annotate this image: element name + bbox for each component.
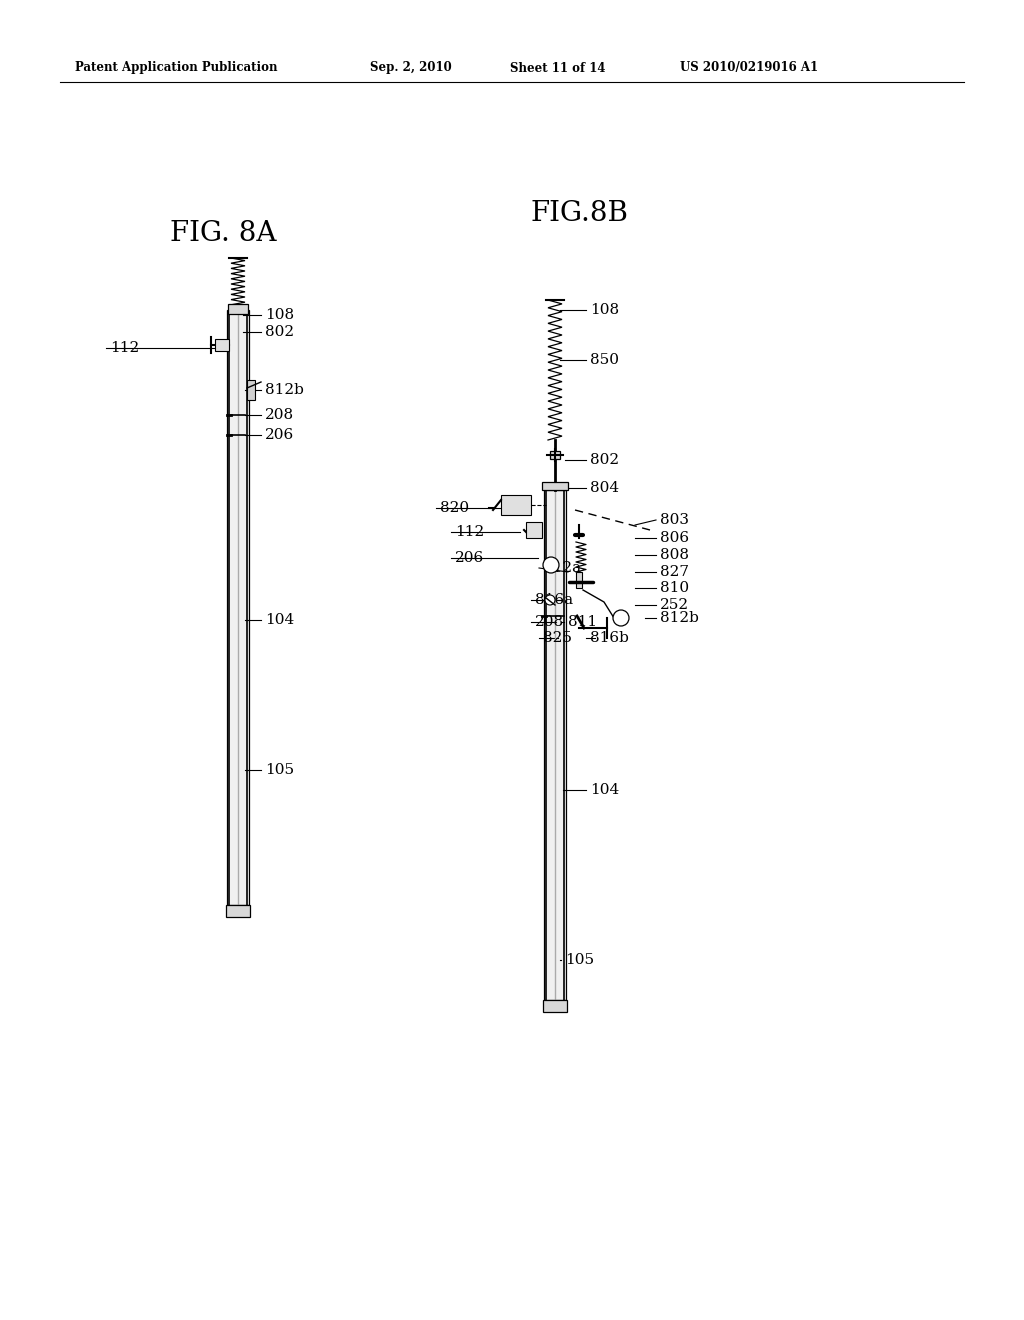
Circle shape xyxy=(613,610,629,626)
Text: Patent Application Publication: Patent Application Publication xyxy=(75,62,278,74)
Text: 803: 803 xyxy=(660,513,689,527)
Bar xyxy=(575,572,582,587)
Text: 112: 112 xyxy=(110,341,139,355)
Text: 104: 104 xyxy=(590,783,620,797)
Text: 810: 810 xyxy=(660,581,689,595)
Text: 208: 208 xyxy=(265,408,294,422)
Text: 252: 252 xyxy=(660,598,689,612)
Text: FIG. 8A: FIG. 8A xyxy=(170,220,276,247)
Text: 820: 820 xyxy=(440,502,469,515)
Text: 108: 108 xyxy=(590,304,620,317)
Text: 802: 802 xyxy=(590,453,620,467)
Text: 811: 811 xyxy=(568,615,597,630)
Text: 816b: 816b xyxy=(590,631,629,645)
Text: 112: 112 xyxy=(455,525,484,539)
Text: 108: 108 xyxy=(265,308,294,322)
Text: 806: 806 xyxy=(660,531,689,545)
Text: US 2010/0219016 A1: US 2010/0219016 A1 xyxy=(680,62,818,74)
Text: 802: 802 xyxy=(265,325,294,339)
Circle shape xyxy=(545,595,555,605)
Text: 827: 827 xyxy=(660,565,689,579)
Text: 105: 105 xyxy=(565,953,594,968)
Bar xyxy=(227,310,249,906)
Text: Sheet 11 of 14: Sheet 11 of 14 xyxy=(510,62,605,74)
Text: 825: 825 xyxy=(543,631,572,645)
Text: 104: 104 xyxy=(265,612,294,627)
Text: 812b: 812b xyxy=(660,611,698,624)
Bar xyxy=(226,906,250,917)
Text: 206: 206 xyxy=(455,550,484,565)
Text: 812a: 812a xyxy=(543,561,582,576)
Text: 808: 808 xyxy=(660,548,689,562)
Text: 804: 804 xyxy=(590,480,620,495)
Text: 206: 206 xyxy=(265,428,294,442)
Bar xyxy=(550,451,560,459)
Text: 812b: 812b xyxy=(265,383,304,397)
Text: Sep. 2, 2010: Sep. 2, 2010 xyxy=(370,62,452,74)
Bar xyxy=(228,304,248,314)
Bar xyxy=(542,482,568,490)
Bar xyxy=(526,521,542,539)
Bar xyxy=(215,339,229,351)
Text: 816a: 816a xyxy=(535,593,573,607)
Bar xyxy=(247,380,255,400)
Text: FIG.8B: FIG.8B xyxy=(530,201,628,227)
Text: 208: 208 xyxy=(535,615,564,630)
Bar xyxy=(501,495,531,515)
Circle shape xyxy=(543,557,559,573)
Bar xyxy=(544,490,566,1001)
Text: 850: 850 xyxy=(590,352,618,367)
Bar xyxy=(543,1001,567,1012)
Text: 105: 105 xyxy=(265,763,294,777)
